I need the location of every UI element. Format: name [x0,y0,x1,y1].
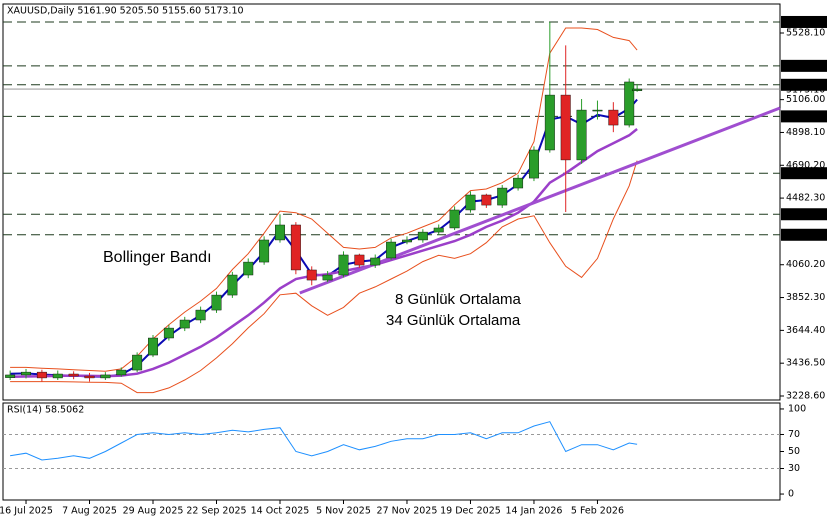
y-tick-label: 3644.40 [786,325,825,336]
x-tick-label: 22 Sep 2025 [186,506,246,517]
level-label-box [781,110,827,123]
candle-body [576,109,587,161]
annotation: 8 Günlük Ortalama [395,291,522,308]
x-tick-label: 14 Oct 2025 [251,506,310,517]
rsi-title: RSI(14) 58.5062 [7,405,84,416]
candle-body [68,373,79,377]
rsi-tick-label: 0 [788,489,794,500]
overlay-line [10,160,638,394]
overlay-line [10,27,638,372]
candle-body [481,194,492,206]
candle-body [529,149,539,179]
level-label-box [781,228,827,241]
y-tick-label: 3228.60 [786,391,825,402]
candle-body [243,261,254,276]
level-label-box [781,208,827,221]
candle-body [497,187,508,206]
candle-body [417,231,428,241]
x-tick-label: 5 Feb 2026 [571,506,624,517]
overlay-line [10,98,638,378]
candle-body [632,88,643,92]
candle-body [163,327,174,339]
candle-body [338,254,349,276]
candle-body [560,94,571,161]
level-label: 5200.00 [785,79,824,90]
candle-body [290,224,301,271]
x-tick-label: 7 Aug 2025 [62,506,117,517]
level-label-box [781,167,827,180]
candle-body [275,224,285,241]
rsi-tick-label: 50 [788,446,800,457]
x-tick-label: 14 Jan 2026 [505,506,562,517]
y-tick-label: 4690.20 [786,160,825,171]
candle-body [449,209,460,229]
y-tick-label: 3852.30 [786,292,825,303]
y-tick-label: 4898.10 [786,127,825,138]
candle-body [195,309,206,321]
level-label: 5320.00 [785,60,824,71]
x-tick-label: 29 Aug 2025 [123,506,184,517]
candle-body [608,109,619,126]
candle-body [5,374,16,378]
candle-body [592,109,603,112]
y-tick-label: 3436.50 [786,358,825,369]
level-label: 4380.00 [785,209,824,220]
level-label: 5000.00 [785,111,824,122]
chart-title: XAUUSD,Daily 5161.90 5205.50 5155.60 517… [7,6,244,17]
level-label: 4250.00 [785,229,824,240]
rsi-tick-label: 70 [788,429,800,440]
y-tick-label: 4482.30 [786,193,825,204]
x-tick-label: 27 Nov 2025 [377,506,438,517]
rsi-panel [2,402,781,501]
candle-body [259,239,270,263]
candle-body [370,257,381,266]
annotation: 34 Günlük Ortalama [386,312,521,329]
candle-body [148,337,158,356]
x-tick-label: 5 Nov 2025 [316,506,371,517]
annotation: Bollinger Bandı [103,249,212,266]
price-panel [2,3,781,401]
level-label: 4640.00 [785,168,824,179]
candle-body [433,227,444,233]
candle-body [402,239,412,243]
level-label-box [781,78,827,91]
candle-body [513,177,524,189]
y-tick-label: 5528.10 [786,28,825,39]
level-label: 5598.00 [785,16,824,27]
rsi-line [10,421,638,461]
candle-body [624,81,635,126]
level-label-box [781,15,827,28]
candle-body [465,194,476,211]
candle-body [84,375,95,379]
candle-body [179,319,190,329]
level-label-box [781,59,827,72]
y-tick-label: 4060.20 [786,259,825,270]
x-tick-label: 19 Dec 2025 [440,506,501,517]
x-tick-label: 16 Jul 2025 [0,506,53,517]
candle-body [544,94,555,151]
candle-body [211,294,222,311]
candle-body [52,373,63,379]
candle-body [306,269,317,281]
candle-body [132,354,143,371]
candle-body [36,371,47,379]
candle-body [100,374,111,379]
candle-body [116,369,127,376]
candle-body [227,274,238,296]
candle-body [354,254,365,266]
y-tick-label: 5106.00 [786,94,825,105]
candle-body [322,274,333,281]
candle-body [21,371,31,376]
rsi-tick-label: 30 [788,463,800,474]
candle-body [386,241,397,259]
rsi-tick-label: 100 [788,403,806,414]
